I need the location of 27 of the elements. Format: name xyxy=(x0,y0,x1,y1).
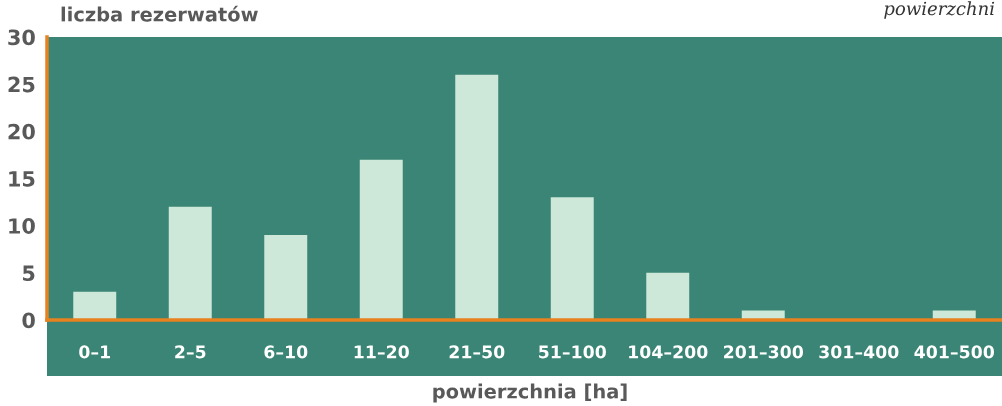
bar xyxy=(73,291,117,320)
y-tick-label: 20 xyxy=(8,123,35,140)
y-tick-label: 5 xyxy=(23,265,35,282)
x-tick-label: 6–10 xyxy=(264,345,308,359)
y-tick-label: 30 xyxy=(8,29,35,46)
bar xyxy=(264,235,308,320)
bar xyxy=(550,197,594,320)
bar xyxy=(646,272,690,320)
x-tick-label: 51–100 xyxy=(539,345,606,359)
x-axis-title: powierzchnia [ha] xyxy=(433,383,627,403)
bar xyxy=(455,74,499,320)
x-tick-label: 201–300 xyxy=(724,345,803,359)
bar xyxy=(359,159,403,320)
y-tick-label: 0 xyxy=(22,312,35,329)
bar xyxy=(168,206,212,320)
x-tick-label: 21–50 xyxy=(449,345,505,359)
y-axis-title: liczba rezerwatów xyxy=(61,5,258,22)
x-tick-label: 401–500 xyxy=(914,345,994,359)
x-tick-label: 11–20 xyxy=(354,345,409,359)
x-tick-label: 0–1 xyxy=(79,345,110,359)
text: powierzchni xyxy=(884,1,995,19)
x-tick-label: 104–200 xyxy=(629,345,708,359)
y-tick-label: 15 xyxy=(9,171,35,187)
x-tick-label: 301–400 xyxy=(819,345,899,359)
y-tick-label: 25 xyxy=(8,76,35,93)
y-tick-label: 10 xyxy=(9,218,35,234)
x-tick-label: 2–5 xyxy=(175,345,206,359)
